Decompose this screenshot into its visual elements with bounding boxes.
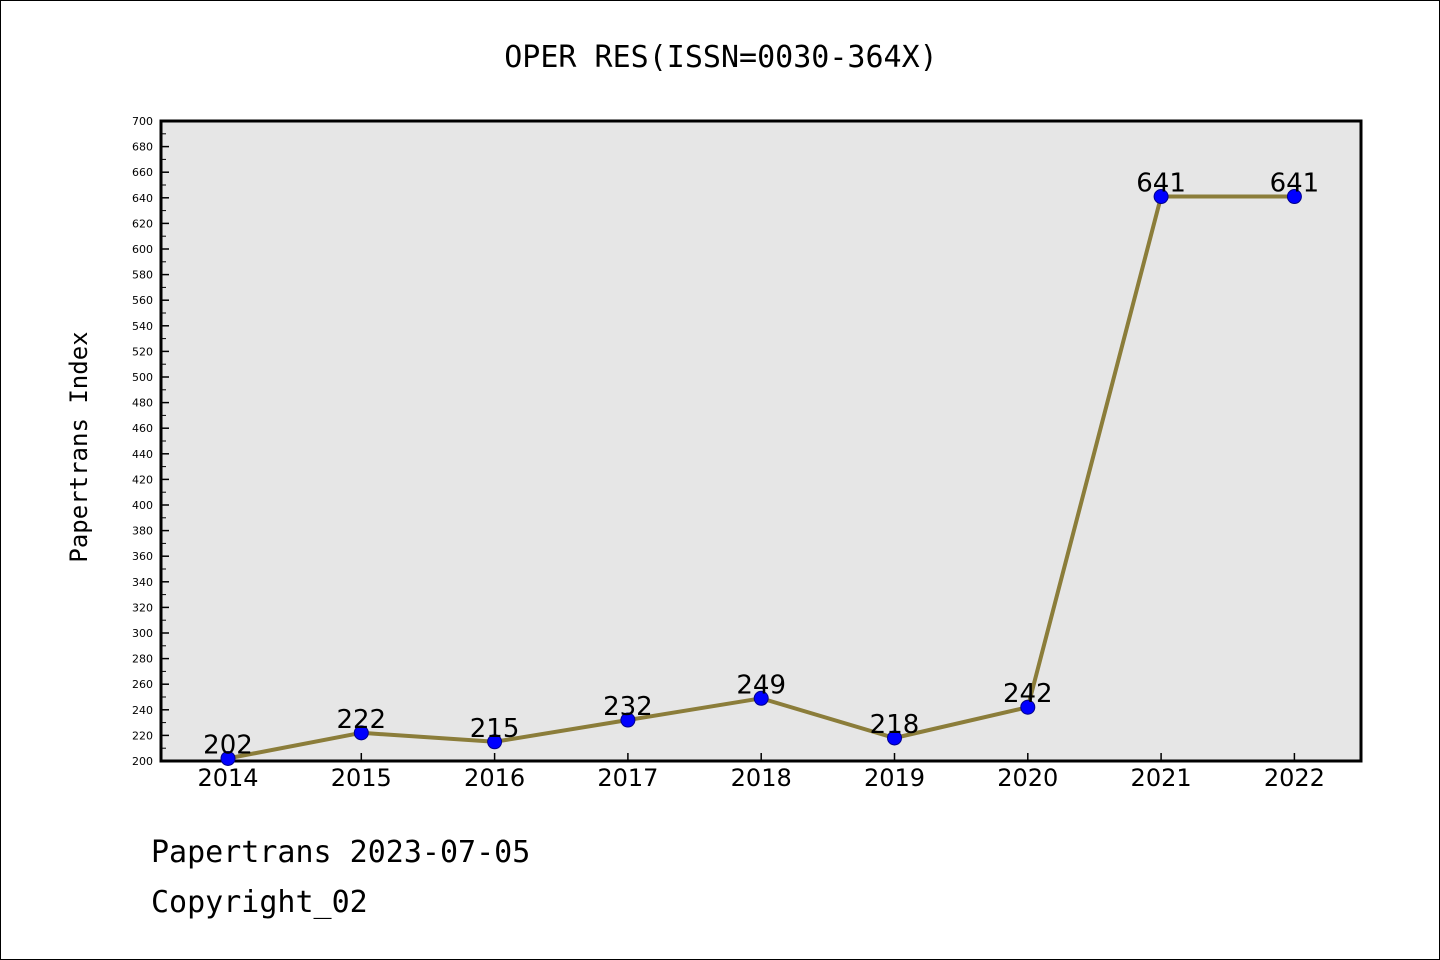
- y-axis-label: Papertrans Index: [65, 331, 93, 562]
- y-tick-label: 440: [132, 448, 153, 461]
- y-tick-label: 420: [132, 473, 153, 486]
- data-point: [620, 712, 636, 728]
- data-point: [1286, 189, 1302, 205]
- x-tick-label: 2018: [731, 764, 792, 792]
- data-point: [753, 690, 769, 706]
- y-tick-label: 700: [132, 115, 153, 128]
- data-label: 641: [1270, 169, 1320, 199]
- data-label: 202: [203, 730, 253, 760]
- data-label: 249: [736, 670, 786, 700]
- y-tick-label: 360: [132, 550, 153, 563]
- y-tick-label: 240: [132, 704, 153, 717]
- data-label: 218: [870, 710, 920, 740]
- data-label: 232: [603, 692, 653, 722]
- y-tick-label: 500: [132, 371, 153, 384]
- data-label: 641: [1136, 169, 1186, 199]
- x-tick-label: 2020: [997, 764, 1058, 792]
- data-point: [887, 730, 902, 746]
- y-tick-label: 580: [132, 269, 153, 282]
- data-labels-layer: 202 222 215 232 249 218 242 641 641: [203, 169, 1319, 761]
- markers-layer: [220, 189, 1302, 766]
- data-point: [487, 734, 503, 750]
- y-tick-label: 680: [132, 141, 153, 154]
- x-axis-ticks: 2014 2015 2016 2017 2018 2019 2020 2021 2022: [197, 753, 1325, 792]
- plot-area: [159, 119, 1363, 763]
- data-point: [1153, 189, 1169, 205]
- y-tick-label: 400: [132, 499, 153, 512]
- x-tick-label: 2014: [197, 764, 258, 792]
- data-label: 242: [1003, 679, 1053, 709]
- y-tick-label: 300: [132, 627, 153, 640]
- y-tick-label: 480: [132, 397, 153, 410]
- y-tick-label: 640: [132, 192, 153, 205]
- y-tick-label: 340: [132, 576, 153, 589]
- y-tick-label: 380: [132, 525, 153, 538]
- footer-date: Papertrans 2023-07-05: [151, 835, 531, 870]
- data-label: 215: [470, 714, 520, 744]
- data-point: [353, 725, 369, 741]
- x-tick-label: 2021: [1131, 764, 1192, 792]
- data-label: 222: [336, 705, 386, 735]
- footer-copyright: Copyright_02: [151, 885, 368, 920]
- y-axis-ticks: 200 220 240 260 280 300 320 340 360 380 400 420 440 4…: [132, 115, 169, 768]
- y-tick-label: 320: [132, 601, 153, 614]
- y-tick-label: 200: [132, 755, 153, 768]
- data-point: [1020, 699, 1036, 715]
- y-tick-label: 220: [132, 729, 153, 742]
- x-tick-label: 2017: [597, 764, 658, 792]
- chart-title: OPER RES(ISSN=0030-364X): [504, 40, 937, 75]
- x-tick-label: 2016: [464, 764, 525, 792]
- data-point: [220, 750, 236, 766]
- y-tick-label: 540: [132, 320, 153, 333]
- y-tick-label: 460: [132, 422, 153, 435]
- y-tick-label: 260: [132, 678, 153, 691]
- x-tick-label: 2022: [1264, 764, 1325, 792]
- x-tick-label: 2019: [864, 764, 925, 792]
- y-tick-label: 660: [132, 166, 153, 179]
- y-tick-label: 520: [132, 345, 153, 358]
- x-tick-label: 2015: [331, 764, 392, 792]
- y-tick-label: 620: [132, 217, 153, 230]
- y-tick-label: 600: [132, 243, 153, 256]
- y-tick-label: 280: [132, 653, 153, 666]
- y-tick-label: 560: [132, 294, 153, 307]
